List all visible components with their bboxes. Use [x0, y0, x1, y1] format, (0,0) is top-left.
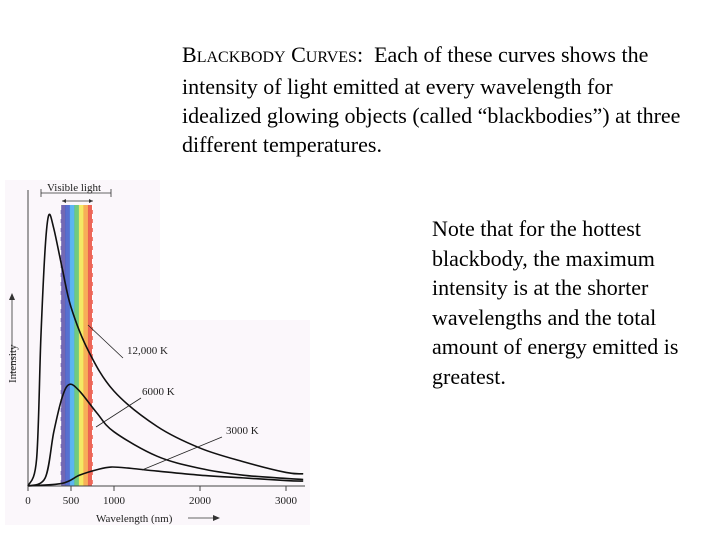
- note-paragraph: Note that for the hottest blackbody, the…: [432, 216, 679, 389]
- visible-band-stripe: [69, 205, 75, 486]
- visible-light-bracket: [40, 189, 112, 203]
- curve-3000k: [27, 466, 304, 487]
- intro-body: Each of these curves shows the intensity…: [182, 42, 681, 157]
- x-tick-label: 0: [25, 495, 31, 507]
- visible-band-stripe: [78, 205, 84, 486]
- heading-word2-initial: C: [291, 42, 306, 67]
- visible-band-stripe: [87, 205, 93, 486]
- curve-labels: 12,000 K 6000 K 3000 K: [87, 324, 259, 471]
- visible-band: [60, 205, 93, 486]
- x-axis-label: Wavelength (nm): [96, 513, 173, 525]
- visible-band-stripe: [60, 205, 66, 486]
- leader-6000: [95, 397, 142, 428]
- heading-word2-rest: URVES: [305, 49, 357, 66]
- x-tick-label: 500: [63, 495, 80, 507]
- visible-band-stripe: [65, 205, 71, 486]
- series-label-12000k: 12,000 K: [127, 345, 168, 357]
- x-tick-label: 1000: [103, 495, 126, 507]
- heading-colon: :: [356, 42, 364, 67]
- x-ticks: 0 500 1000 2000 3000: [25, 486, 298, 507]
- visible-light-label: Visible light: [47, 182, 101, 194]
- blackbody-chart: Visible light 0 500 1000 2000 3000 12,000 K …: [5, 180, 310, 525]
- curves-layer: [27, 213, 304, 487]
- series-label-6000k: 6000 K: [142, 386, 175, 398]
- intro-paragraph: BLACKBODY CURVES: Each of these curves s…: [182, 40, 682, 159]
- y-axis-title: Intensity: [7, 293, 19, 383]
- series-label-3000k: 3000 K: [226, 425, 259, 437]
- curve-12000k: [27, 213, 304, 487]
- leader-12000: [87, 324, 124, 359]
- blackbody-figure: Visible light 0 500 1000 2000 3000 12,000 K …: [0, 175, 315, 530]
- heading-word1-initial: B: [182, 42, 197, 67]
- x-tick-label: 2000: [189, 495, 212, 507]
- curve-6000k: [27, 383, 304, 487]
- x-axis-title: Wavelength (nm): [96, 513, 220, 525]
- x-tick-label: 3000: [275, 495, 298, 507]
- visible-band-stripe: [74, 205, 80, 486]
- chart-background-cutout: [160, 180, 310, 320]
- leader-3000: [141, 436, 223, 471]
- y-axis-label: Intensity: [7, 344, 19, 383]
- heading-word1-rest: LACKBODY: [196, 49, 286, 66]
